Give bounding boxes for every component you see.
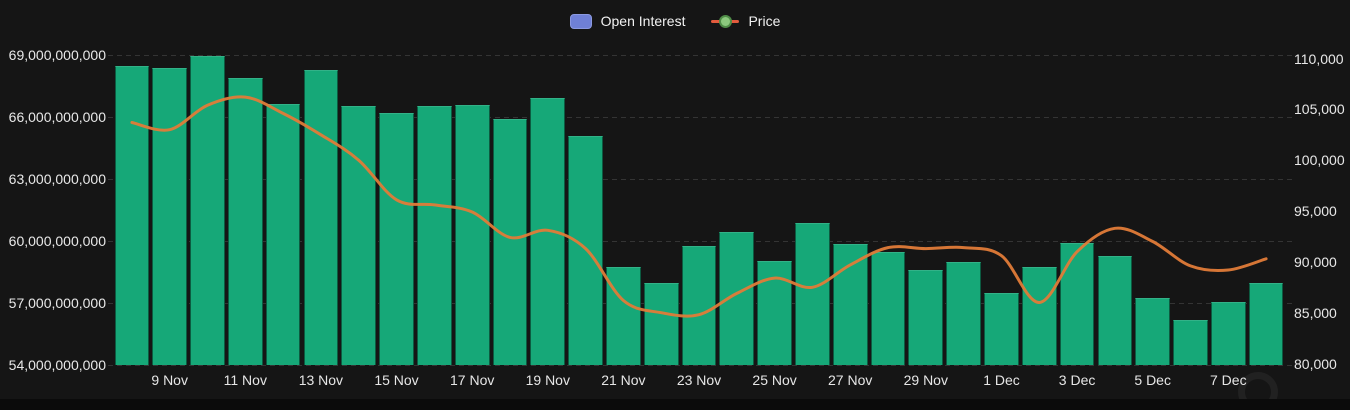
x-axis-label: 11 Nov	[223, 372, 267, 388]
open-interest-bar-15-nov[interactable]	[379, 112, 414, 365]
open-interest-swatch-icon	[569, 13, 592, 29]
gridline	[108, 241, 1292, 242]
open-interest-bar-6-dec[interactable]	[1173, 319, 1208, 365]
open-interest-bar-28-nov[interactable]	[870, 252, 906, 365]
right-y-axis-label: 90,000	[1294, 253, 1337, 270]
open-interest-bar-2-dec[interactable]	[1021, 266, 1057, 365]
chart-legend: Open Interest Price	[0, 9, 1350, 33]
left-y-axis-label: 69,000,000,000	[8, 47, 106, 63]
open-interest-bar-14-nov[interactable]	[341, 105, 377, 365]
x-axis-label: 21 Nov	[601, 372, 646, 388]
open-interest-bar-22-nov[interactable]	[643, 283, 679, 365]
gridline	[108, 55, 1292, 56]
open-interest-bar-11-nov[interactable]	[227, 77, 263, 365]
price-marker-icon	[711, 14, 740, 29]
open-interest-bar-7-dec[interactable]	[1210, 302, 1246, 365]
right-y-axis-label: 100,000	[1294, 152, 1345, 169]
x-axis-label: 17 Nov	[450, 372, 495, 388]
x-axis-label: 19 Nov	[525, 372, 570, 388]
x-axis-label: 27 Nov	[828, 372, 873, 388]
left-y-axis-label: 54,000,000,000	[8, 357, 106, 373]
left-y-axis-label: 63,000,000,000	[8, 171, 106, 187]
left-y-axis-label: 66,000,000,000	[8, 109, 106, 125]
x-axis-label: 23 Nov	[676, 372, 722, 388]
open-interest-bar-9-nov[interactable]	[152, 68, 188, 365]
open-interest-bar-1-dec[interactable]	[984, 292, 1019, 365]
open-interest-bar-3-dec[interactable]	[1059, 243, 1095, 365]
legend-item-price[interactable]: Price	[711, 13, 780, 29]
open-interest-bar-8-dec[interactable]	[1248, 283, 1284, 365]
x-axis-label: 29 Nov	[903, 372, 948, 388]
x-axis-label: 9 Nov	[151, 372, 188, 388]
legend-open-interest-label: Open Interest	[600, 13, 686, 29]
left-y-axis-label: 57,000,000,000	[8, 295, 106, 311]
right-y-axis-label: 110,000	[1294, 50, 1344, 67]
x-axis-label: 7 Dec	[1210, 372, 1247, 388]
right-y-axis-label: 95,000	[1294, 203, 1337, 219]
open-interest-bar-23-nov[interactable]	[681, 246, 717, 365]
x-axis-label: 5 Dec	[1134, 372, 1171, 388]
legend-price-label: Price	[748, 13, 781, 29]
open-interest-bar-27-nov[interactable]	[832, 244, 868, 365]
x-axis-label: 15 Nov	[374, 372, 419, 388]
bottom-strip	[0, 399, 1350, 410]
open-interest-bar-16-nov[interactable]	[417, 105, 452, 365]
open-interest-bar-21-nov[interactable]	[606, 266, 641, 365]
open-interest-bar-26-nov[interactable]	[795, 223, 830, 365]
legend-item-open-interest[interactable]: Open Interest	[569, 13, 686, 29]
price-line[interactable]	[130, 95, 1268, 318]
open-interest-bar-30-nov[interactable]	[946, 261, 981, 365]
right-y-axis-label: 85,000	[1294, 304, 1337, 321]
open-interest-bar-13-nov[interactable]	[303, 69, 339, 365]
gridline	[108, 365, 1292, 366]
x-axis-label: 13 Nov	[298, 372, 344, 388]
open-interest-bar-10-nov[interactable]	[190, 56, 225, 365]
open-interest-bar-4-dec[interactable]	[1097, 255, 1133, 365]
x-axis-label: 3 Dec	[1058, 372, 1096, 388]
left-y-axis-label: 60,000,000,000	[8, 233, 106, 249]
open-interest-bar-24-nov[interactable]	[719, 231, 755, 365]
open-interest-bar-12-nov[interactable]	[265, 103, 301, 365]
x-axis-label: 25 Nov	[752, 372, 797, 388]
open-interest-bar-5-dec[interactable]	[1135, 297, 1171, 365]
right-y-axis-label: 80,000	[1294, 355, 1337, 372]
open-interest-bar-18-nov[interactable]	[492, 119, 528, 365]
right-y-axis-label: 105,000	[1294, 101, 1345, 118]
open-interest-bar-17-nov[interactable]	[454, 104, 490, 365]
gridline	[108, 117, 1292, 118]
x-axis-label: 1 Dec	[983, 372, 1020, 388]
gridline	[108, 179, 1292, 180]
open-interest-bar-29-nov[interactable]	[908, 269, 944, 365]
open-interest-bar-8-nov[interactable]	[114, 66, 150, 365]
open-interest-bar-25-nov[interactable]	[757, 260, 792, 365]
